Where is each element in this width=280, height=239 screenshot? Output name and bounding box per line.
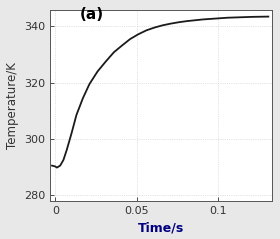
Text: (a): (a) bbox=[80, 7, 104, 22]
Y-axis label: Temperature/K: Temperature/K bbox=[6, 62, 19, 149]
X-axis label: Time/s: Time/s bbox=[138, 221, 184, 234]
